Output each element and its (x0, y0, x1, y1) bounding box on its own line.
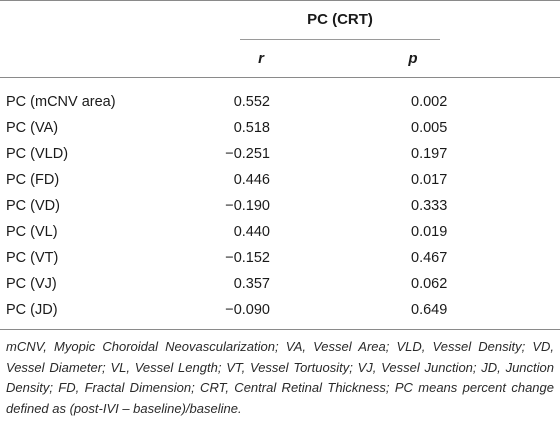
group-header-rule (240, 39, 440, 40)
table-row: PC (FD) 0.446 0.017 (0, 167, 560, 193)
r-value: 0.446 (233, 172, 270, 188)
row-label: PC (VJ) (6, 276, 57, 292)
row-label: PC (mCNV area) (6, 94, 116, 110)
table-row: PC (VT) −0.152 0.467 (0, 245, 560, 271)
r-value: −0.152 (225, 250, 270, 266)
p-value: 0.002 (411, 94, 448, 110)
table-bottom-rule (0, 329, 560, 330)
table-row: PC (VL) 0.440 0.019 (0, 219, 560, 245)
column-header-r: r (258, 50, 264, 67)
row-label: PC (VLD) (6, 146, 69, 162)
p-value: 0.467 (411, 250, 448, 266)
column-header-p: p (408, 50, 418, 67)
table-row: PC (VA) 0.518 0.005 (0, 115, 560, 141)
p-value: 0.005 (411, 120, 448, 136)
p-value: 0.062 (411, 276, 448, 292)
table-top-rule (0, 0, 560, 1)
r-value: −0.251 (225, 146, 270, 162)
p-value: 0.649 (411, 302, 448, 318)
row-label: PC (VT) (6, 250, 59, 266)
r-value: −0.090 (225, 302, 270, 318)
p-value: 0.017 (411, 172, 448, 188)
row-label: PC (FD) (6, 172, 60, 188)
row-label: PC (VA) (6, 120, 59, 136)
table-row: PC (VD) −0.190 0.333 (0, 193, 560, 219)
header-rule (0, 77, 560, 78)
p-value: 0.333 (411, 198, 448, 214)
r-value: −0.190 (225, 198, 270, 214)
p-value: 0.197 (411, 146, 448, 162)
r-value: 0.440 (233, 224, 270, 240)
row-label: PC (VD) (6, 198, 60, 214)
table-footnote: mCNV, Myopic Choroidal Neovascularizatio… (6, 339, 554, 416)
table-body: PC (mCNV area) 0.552 0.002 PC (VA) 0.518… (0, 89, 560, 323)
r-value: 0.357 (233, 276, 270, 292)
table-row: PC (JD) −0.090 0.649 (0, 297, 560, 323)
row-label: PC (JD) (6, 302, 58, 318)
r-value: 0.552 (233, 94, 270, 110)
r-value: 0.518 (233, 120, 270, 136)
table-row: PC (VJ) 0.357 0.062 (0, 271, 560, 297)
row-label: PC (VL) (6, 224, 58, 240)
table-row: PC (VLD) −0.251 0.197 (0, 141, 560, 167)
group-header: PC (CRT) (307, 11, 373, 28)
table-row: PC (mCNV area) 0.552 0.002 (0, 89, 560, 115)
p-value: 0.019 (411, 224, 448, 240)
